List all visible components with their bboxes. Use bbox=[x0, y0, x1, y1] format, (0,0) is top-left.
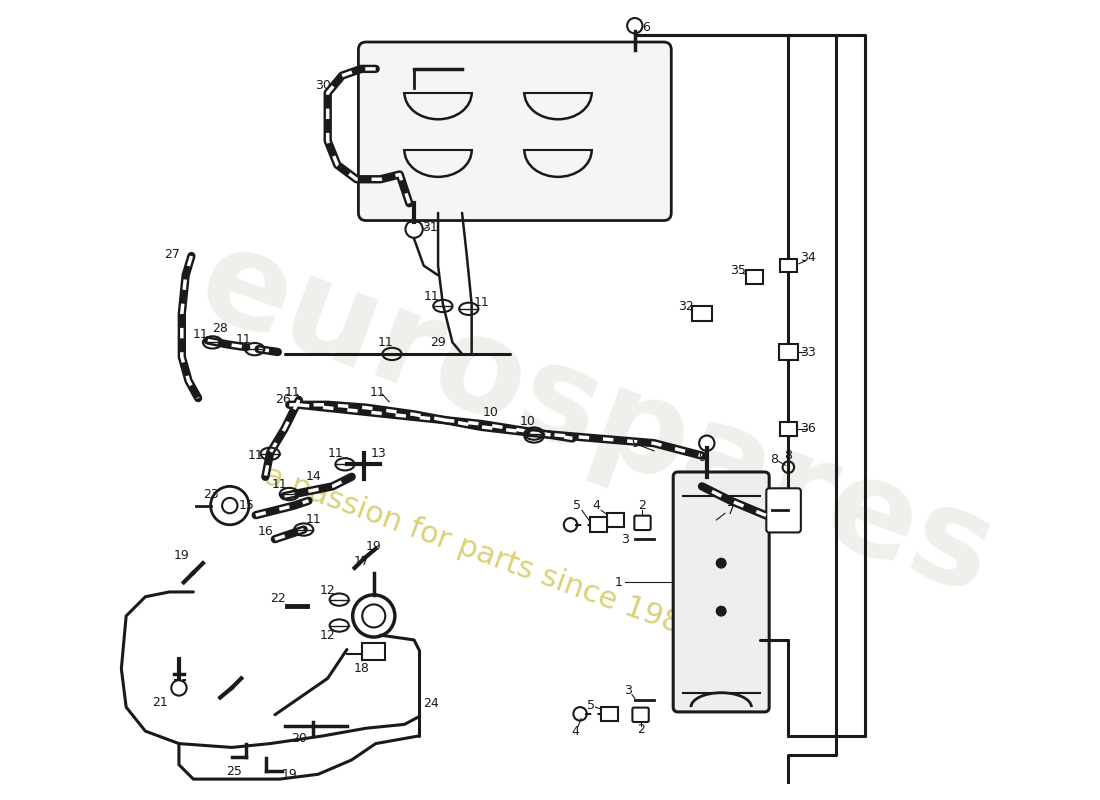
Text: 10: 10 bbox=[483, 406, 498, 419]
Text: 11: 11 bbox=[424, 290, 439, 303]
Text: 13: 13 bbox=[371, 447, 386, 460]
Text: 31: 31 bbox=[422, 221, 438, 234]
Text: 19: 19 bbox=[282, 768, 297, 781]
Text: 12: 12 bbox=[320, 629, 336, 642]
Text: 19: 19 bbox=[366, 540, 382, 554]
FancyBboxPatch shape bbox=[359, 42, 671, 221]
FancyBboxPatch shape bbox=[635, 516, 650, 530]
Text: 11: 11 bbox=[377, 336, 393, 349]
Text: eurospares: eurospares bbox=[183, 217, 1010, 622]
Text: 8: 8 bbox=[784, 449, 792, 462]
FancyBboxPatch shape bbox=[607, 514, 625, 526]
Text: 11: 11 bbox=[235, 333, 251, 346]
Text: 29: 29 bbox=[430, 336, 446, 349]
Text: 28: 28 bbox=[212, 322, 228, 334]
FancyBboxPatch shape bbox=[779, 344, 798, 360]
Text: 26: 26 bbox=[275, 394, 290, 406]
Text: 18: 18 bbox=[353, 662, 370, 675]
Circle shape bbox=[716, 558, 726, 568]
Text: 2: 2 bbox=[639, 499, 647, 512]
Text: 11: 11 bbox=[328, 447, 343, 460]
Text: 1: 1 bbox=[615, 576, 623, 589]
Text: 6: 6 bbox=[642, 21, 650, 34]
Text: 8: 8 bbox=[770, 453, 778, 466]
Text: 32: 32 bbox=[678, 301, 694, 314]
Text: 2: 2 bbox=[637, 722, 645, 736]
Text: 11: 11 bbox=[194, 328, 209, 342]
Text: 25: 25 bbox=[226, 765, 242, 778]
FancyBboxPatch shape bbox=[767, 488, 801, 533]
FancyBboxPatch shape bbox=[632, 707, 649, 722]
FancyBboxPatch shape bbox=[692, 306, 712, 322]
Text: 11: 11 bbox=[284, 386, 300, 399]
Text: 21: 21 bbox=[152, 696, 167, 709]
FancyBboxPatch shape bbox=[780, 259, 798, 272]
Text: 27: 27 bbox=[164, 248, 180, 261]
Text: 5: 5 bbox=[586, 698, 595, 712]
FancyBboxPatch shape bbox=[362, 643, 385, 660]
FancyBboxPatch shape bbox=[780, 422, 798, 435]
Text: 11: 11 bbox=[272, 478, 287, 491]
Text: 9: 9 bbox=[631, 437, 639, 450]
Text: 3: 3 bbox=[624, 684, 632, 698]
Text: 33: 33 bbox=[800, 346, 815, 358]
Text: 16: 16 bbox=[257, 525, 273, 538]
Text: 20: 20 bbox=[292, 732, 307, 746]
Text: 35: 35 bbox=[730, 264, 747, 277]
Text: 5: 5 bbox=[573, 499, 581, 512]
Text: 4: 4 bbox=[593, 499, 601, 512]
Text: 4: 4 bbox=[571, 725, 580, 738]
Text: 36: 36 bbox=[800, 422, 815, 435]
Text: 19: 19 bbox=[174, 549, 189, 562]
Text: 11: 11 bbox=[370, 386, 385, 399]
Text: 3: 3 bbox=[621, 533, 629, 546]
Text: 12: 12 bbox=[320, 583, 336, 597]
Text: 11: 11 bbox=[473, 296, 490, 309]
Text: 34: 34 bbox=[800, 251, 815, 265]
Text: 11: 11 bbox=[306, 514, 321, 526]
Text: 10: 10 bbox=[519, 414, 536, 428]
FancyBboxPatch shape bbox=[602, 707, 618, 721]
FancyBboxPatch shape bbox=[590, 517, 607, 533]
Text: a passion for parts since 1985: a passion for parts since 1985 bbox=[260, 461, 703, 646]
Text: 11: 11 bbox=[248, 449, 264, 462]
Text: 14: 14 bbox=[306, 470, 321, 483]
Text: 30: 30 bbox=[315, 78, 331, 92]
FancyBboxPatch shape bbox=[746, 270, 763, 284]
Text: 9: 9 bbox=[698, 451, 706, 464]
Text: 22: 22 bbox=[270, 592, 286, 605]
Text: 15: 15 bbox=[239, 499, 254, 512]
Circle shape bbox=[716, 606, 726, 616]
Text: 24: 24 bbox=[424, 697, 439, 710]
Text: 7: 7 bbox=[727, 504, 735, 517]
Text: 17: 17 bbox=[353, 554, 370, 568]
FancyBboxPatch shape bbox=[673, 472, 769, 712]
Text: 23: 23 bbox=[202, 487, 219, 501]
